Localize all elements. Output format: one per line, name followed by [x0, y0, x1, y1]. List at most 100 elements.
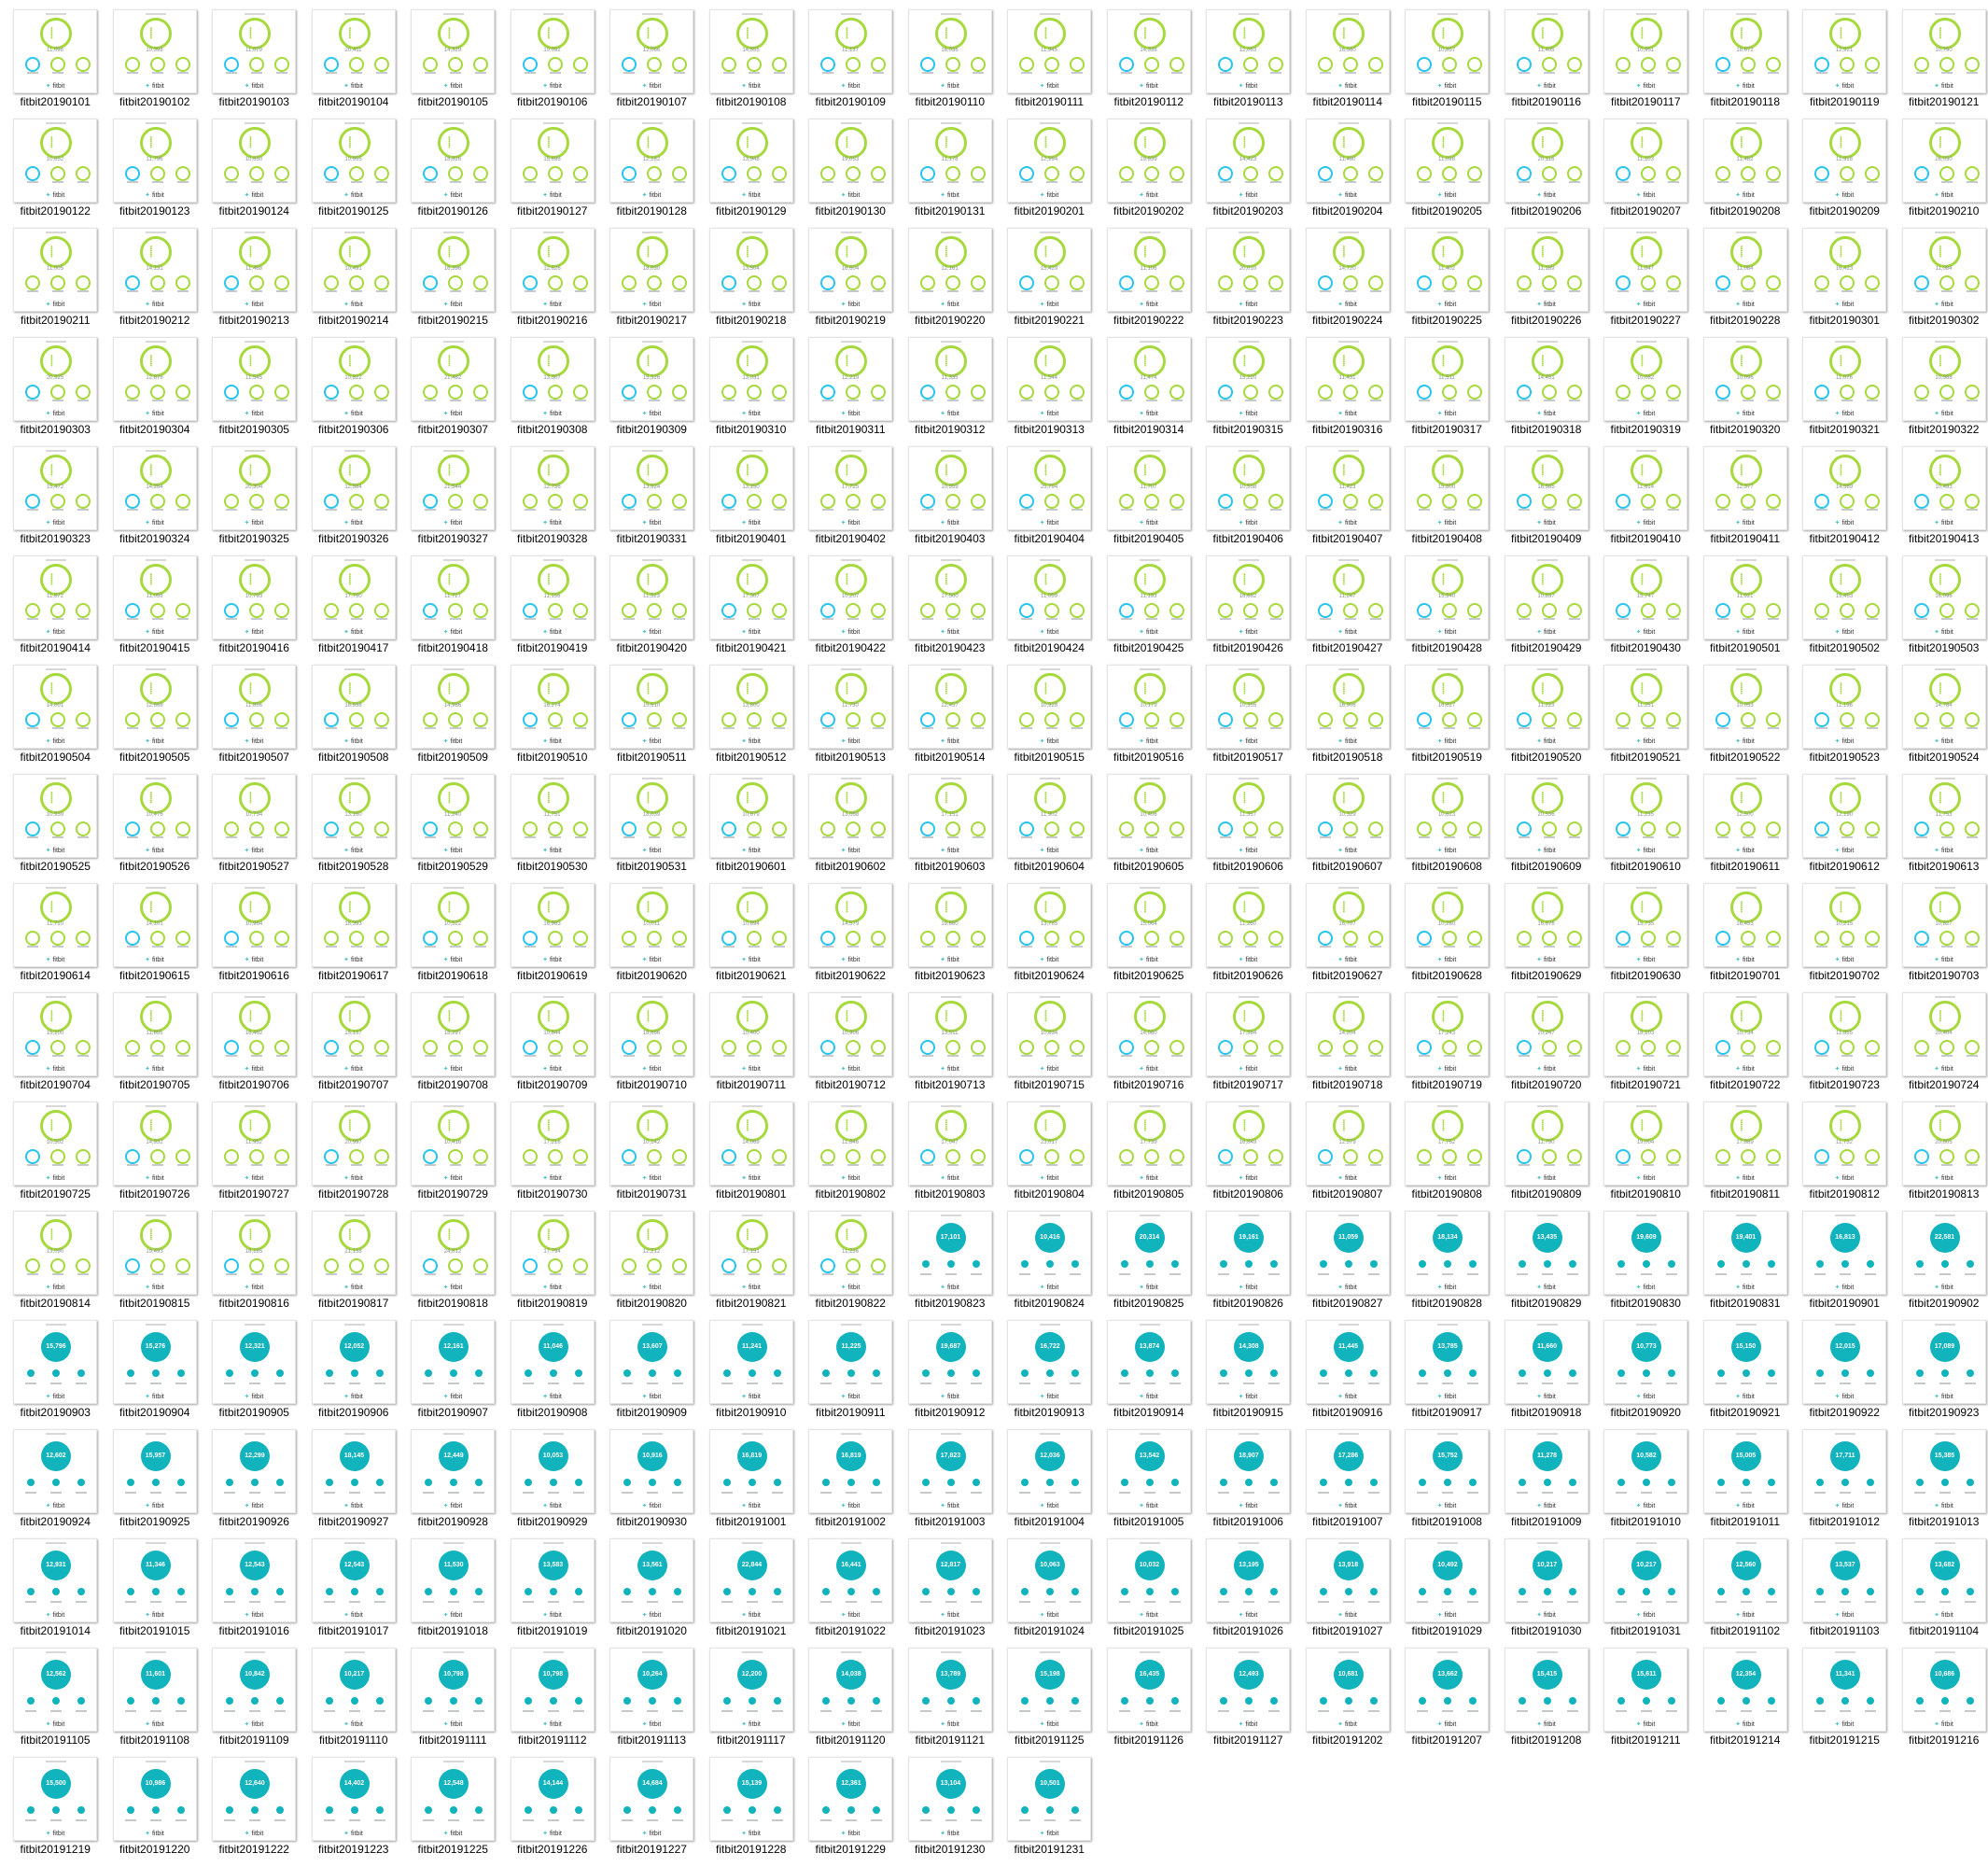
file-item[interactable]: 13,682 ✦ fitbit fitbit20191104 [1895, 1538, 1988, 1648]
file-item[interactable]: ⸽ 11,357 ✦ fitbit fitbit20190606 [1198, 774, 1298, 883]
file-item[interactable]: 19,161 ✦ fitbit fitbit20190826 [1198, 1211, 1298, 1320]
file-item[interactable]: ⸽ 11,103 ✦ fitbit fitbit20190207 [1596, 119, 1696, 228]
file-item[interactable]: ⸽ 13,090 ✦ fitbit fitbit20190814 [6, 1211, 105, 1320]
file-name[interactable]: fitbit20190813 [1909, 1187, 1980, 1200]
file-name[interactable]: fitbit20190807 [1312, 1187, 1383, 1200]
file-name[interactable]: fitbit20190319 [1610, 423, 1681, 436]
file-item[interactable]: ⸽ 10,416 ✦ fitbit fitbit20190729 [403, 1102, 503, 1211]
file-name[interactable]: fitbit20190311 [815, 423, 886, 436]
file-item[interactable]: ⸽ 19,680 ✦ fitbit fitbit20190623 [901, 883, 1001, 992]
file-item[interactable]: ⸽ 18,938 ✦ fitbit fitbit20190508 [304, 665, 404, 774]
file-item[interactable]: ⸽ 10,400 ✦ fitbit fitbit20190711 [702, 992, 802, 1102]
file-item[interactable]: ⸽ 15,747 ✦ fitbit fitbit20190430 [1596, 555, 1696, 665]
file-item[interactable]: 13,561 ✦ fitbit fitbit20191020 [602, 1538, 702, 1648]
file-name[interactable]: fitbit20190711 [716, 1078, 786, 1091]
file-item[interactable]: ⸽ 14,101 ✦ fitbit fitbit20190615 [105, 883, 205, 992]
file-name[interactable]: fitbit20190516 [1113, 751, 1184, 764]
file-item[interactable]: ⸽ 14,284 ✦ fitbit fitbit20190324 [105, 446, 205, 555]
file-name[interactable]: fitbit20190304 [119, 423, 190, 436]
file-item[interactable]: ⸽ 14,329 ✦ fitbit fitbit20190105 [403, 9, 503, 119]
file-item[interactable]: ⸽ 14,579 ✦ fitbit fitbit20190622 [801, 883, 901, 992]
file-name[interactable]: fitbit20190607 [1312, 860, 1383, 873]
file-item[interactable]: ⸽ 17,151 ✦ fitbit fitbit20190603 [901, 774, 1001, 883]
file-name[interactable]: fitbit20191102 [1710, 1624, 1780, 1637]
file-item[interactable]: ⸽ 12,212 ✦ fitbit fitbit20190820 [602, 1211, 702, 1320]
file-name[interactable]: fitbit20190101 [20, 95, 91, 108]
file-name[interactable]: fitbit20190513 [815, 751, 886, 764]
file-name[interactable]: fitbit20191021 [716, 1624, 787, 1637]
file-name[interactable]: fitbit20190830 [1610, 1297, 1681, 1310]
file-name[interactable]: fitbit20190122 [20, 204, 91, 218]
file-name[interactable]: fitbit20191108 [119, 1734, 189, 1747]
file-name[interactable]: fitbit20190716 [1113, 1078, 1184, 1091]
file-name[interactable]: fitbit20190505 [119, 751, 190, 764]
file-name[interactable]: fitbit20190831 [1710, 1297, 1781, 1310]
file-name[interactable]: fitbit20190223 [1212, 314, 1283, 327]
file-name[interactable]: fitbit20190915 [1212, 1406, 1283, 1419]
file-name[interactable]: fitbit20190912 [915, 1406, 986, 1419]
file-name[interactable]: fitbit20191024 [1014, 1624, 1085, 1637]
file-item[interactable]: ⸽ 11,084 ✦ fitbit fitbit20190302 [1895, 228, 1988, 337]
file-name[interactable]: fitbit20190221 [1014, 314, 1085, 327]
file-name[interactable]: fitbit20190903 [20, 1406, 91, 1419]
file-name[interactable]: fitbit20190917 [1411, 1406, 1482, 1419]
file-item[interactable]: 10,032 ✦ fitbit fitbit20191025 [1099, 1538, 1199, 1648]
file-name[interactable]: fitbit20190730 [517, 1187, 588, 1200]
file-item[interactable]: 12,560 ✦ fitbit fitbit20191102 [1696, 1538, 1796, 1648]
file-name[interactable]: fitbit20190109 [815, 95, 886, 108]
file-item[interactable]: ⸽ 13,150 ✦ fitbit fitbit20190401 [702, 446, 802, 555]
file-item[interactable]: ⸽ 18,672 ✦ fitbit fitbit20190118 [1696, 9, 1796, 119]
file-name[interactable]: fitbit20190728 [318, 1187, 389, 1200]
file-item[interactable]: ⸽ 10,894 ✦ fitbit fitbit20190621 [702, 883, 802, 992]
file-name[interactable]: fitbit20190217 [616, 314, 687, 327]
file-name[interactable]: fitbit20191105 [20, 1734, 91, 1747]
file-name[interactable]: fitbit20190503 [1909, 641, 1980, 654]
file-item[interactable]: 15,611 ✦ fitbit fitbit20191211 [1596, 1648, 1696, 1757]
file-name[interactable]: fitbit20190128 [616, 204, 687, 218]
file-name[interactable]: fitbit20191006 [1212, 1515, 1283, 1528]
file-name[interactable]: fitbit20190418 [417, 641, 488, 654]
file-name[interactable]: fitbit20190220 [915, 314, 986, 327]
file-item[interactable]: ⸽ 14,204 ✦ fitbit fitbit20190718 [1298, 992, 1398, 1102]
file-name[interactable]: fitbit20191120 [815, 1734, 886, 1747]
file-name[interactable]: fitbit20190328 [517, 532, 588, 545]
file-item[interactable]: ⸽ 10,857 ✦ fitbit fitbit20190115 [1397, 9, 1497, 119]
file-item[interactable]: ⸽ 11,902 ✦ fitbit fitbit20190604 [1000, 774, 1099, 883]
file-item[interactable]: ⸽ 16,036 ✦ fitbit fitbit20190110 [901, 9, 1001, 119]
file-name[interactable]: fitbit20190929 [517, 1515, 588, 1528]
file-name[interactable]: fitbit20190429 [1511, 641, 1582, 654]
file-name[interactable]: fitbit20190715 [1014, 1078, 1085, 1091]
file-item[interactable]: ⸽ 17,725 ✦ fitbit fitbit20190402 [801, 446, 901, 555]
file-item[interactable]: ⸽ 11,753 ✦ fitbit fitbit20190613 [1895, 774, 1988, 883]
file-name[interactable]: fitbit20190809 [1511, 1187, 1582, 1200]
file-name[interactable]: fitbit20190307 [417, 423, 488, 436]
file-name[interactable]: fitbit20190124 [218, 204, 289, 218]
file-name[interactable]: fitbit20190104 [318, 95, 389, 108]
file-item[interactable]: 15,957 ✦ fitbit fitbit20190925 [105, 1429, 205, 1538]
file-item[interactable]: 13,435 ✦ fitbit fitbit20190829 [1497, 1211, 1597, 1320]
file-name[interactable]: fitbit20190207 [1610, 204, 1681, 218]
file-name[interactable]: fitbit20190412 [1809, 532, 1880, 545]
file-item[interactable]: ⸽ 11,223 ✦ fitbit fitbit20190520 [1497, 665, 1597, 774]
file-item[interactable]: 12,449 ✦ fitbit fitbit20190928 [403, 1429, 503, 1538]
file-item[interactable]: ⸽ 16,676 ✦ fitbit fitbit20190629 [1497, 883, 1597, 992]
file-item[interactable]: 10,217 ✦ fitbit fitbit20191030 [1497, 1538, 1597, 1648]
file-item[interactable]: ⸽ 20,805 ✦ fitbit fitbit20190813 [1895, 1102, 1988, 1211]
file-name[interactable]: fitbit20190914 [1113, 1406, 1184, 1419]
file-name[interactable]: fitbit20191125 [1014, 1734, 1085, 1747]
file-item[interactable]: ⸽ 20,247 ✦ fitbit fitbit20190720 [1497, 992, 1597, 1102]
file-name[interactable]: fitbit20190210 [1909, 204, 1980, 218]
file-name[interactable]: fitbit20190428 [1411, 641, 1482, 654]
file-item[interactable]: 22,581 ✦ fitbit fitbit20190902 [1895, 1211, 1988, 1320]
file-name[interactable]: fitbit20190211 [20, 314, 91, 327]
file-name[interactable]: fitbit20191002 [815, 1515, 886, 1528]
file-name[interactable]: fitbit20190324 [119, 532, 190, 545]
file-name[interactable]: fitbit20190127 [517, 204, 588, 218]
file-item[interactable]: ⸽ 10,964 ✦ fitbit fitbit20190616 [204, 883, 304, 992]
file-name[interactable]: fitbit20190228 [1710, 314, 1781, 327]
file-item[interactable]: ⸽ 11,921 ✦ fitbit fitbit20190501 [1696, 555, 1796, 665]
file-name[interactable]: fitbit20190420 [616, 641, 687, 654]
file-name[interactable]: fitbit20190605 [1113, 860, 1184, 873]
file-item[interactable]: 19,401 ✦ fitbit fitbit20190831 [1696, 1211, 1796, 1320]
file-name[interactable]: fitbit20190926 [218, 1515, 289, 1528]
